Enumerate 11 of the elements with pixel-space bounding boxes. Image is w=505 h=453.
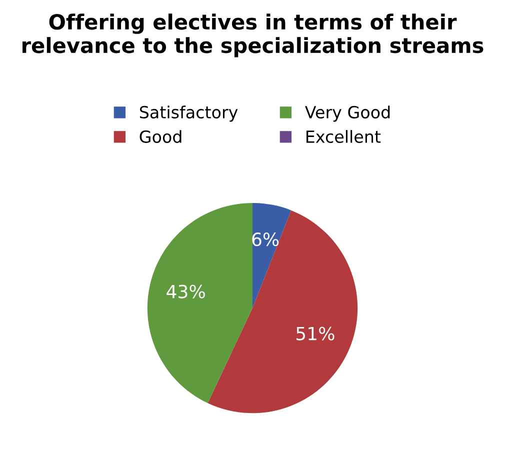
data-label: 43% bbox=[166, 284, 205, 298]
pie-slice bbox=[252, 202, 292, 308]
legend-label: Excellent bbox=[306, 130, 381, 143]
pie-slice bbox=[147, 202, 252, 404]
pie-slice bbox=[208, 210, 358, 414]
data-label: 51% bbox=[296, 326, 334, 340]
data-label: 6% bbox=[252, 232, 279, 246]
legend-label: Satisfactory bbox=[140, 106, 238, 122]
legend-label: Good bbox=[140, 130, 182, 143]
chart-title: Offering electives in terms of their relevance to the specialization streams bbox=[22, 14, 484, 58]
legend-label: Very Good bbox=[304, 106, 390, 122]
